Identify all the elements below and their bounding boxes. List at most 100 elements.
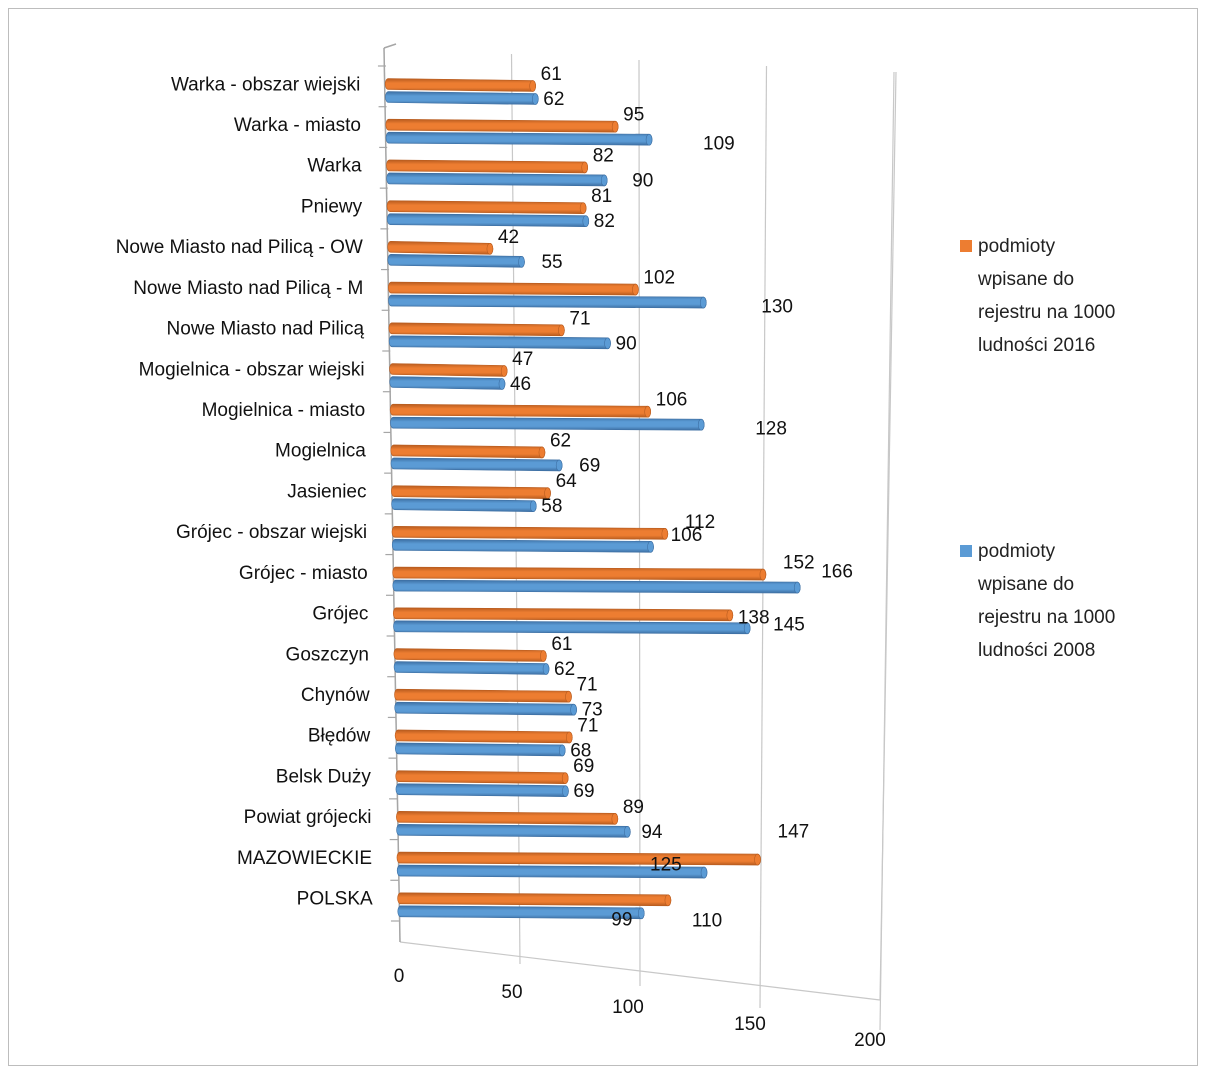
bar-2016 bbox=[387, 241, 494, 255]
data-label-2016: 82 bbox=[593, 145, 614, 166]
bar-2008 bbox=[393, 620, 751, 635]
bar-2016 bbox=[389, 363, 508, 377]
data-label-2008: 94 bbox=[641, 822, 663, 843]
category-label: POLSKA bbox=[297, 889, 373, 910]
data-labels: Warka - obszar wiejski Warka - miasto Wark… bbox=[116, 64, 853, 931]
data-label-2008: 62 bbox=[543, 89, 564, 110]
data-label-2016: 71 bbox=[576, 675, 597, 696]
bar-2008 bbox=[388, 294, 707, 309]
bar-2016 bbox=[393, 648, 547, 662]
bar-2016 bbox=[389, 403, 651, 418]
gridline bbox=[638, 59, 641, 987]
data-label-2016: 62 bbox=[550, 430, 571, 451]
bar-2016 bbox=[396, 851, 761, 866]
category-label: Warka - miasto bbox=[234, 115, 361, 136]
bar-2008 bbox=[396, 824, 631, 838]
x-tick-label: 50 bbox=[501, 982, 522, 1003]
bar-2008 bbox=[390, 416, 705, 431]
category-label: Błędów bbox=[308, 726, 371, 747]
legend-label: rejestru na 1000 bbox=[978, 302, 1115, 323]
bar-2008 bbox=[393, 661, 550, 675]
bar-2008 bbox=[395, 783, 569, 797]
legend-swatch bbox=[960, 545, 972, 557]
data-label-2008: 46 bbox=[510, 374, 531, 395]
bar-2008 bbox=[385, 131, 653, 146]
category-label: Mogielnica bbox=[275, 441, 366, 462]
bar-2016 bbox=[394, 688, 572, 703]
bar-2008 bbox=[389, 376, 506, 390]
gridline bbox=[759, 65, 768, 1009]
data-label-2016: 61 bbox=[551, 634, 572, 655]
data-label-2016: 81 bbox=[591, 186, 612, 207]
category-label: Warka - obszar wiejski bbox=[171, 74, 360, 95]
x-tick-label: 100 bbox=[612, 997, 644, 1018]
bar-2016 bbox=[390, 444, 546, 459]
bar-2008 bbox=[391, 498, 537, 512]
data-label-2008: 62 bbox=[554, 659, 575, 680]
data-label-2008: 109 bbox=[703, 134, 735, 155]
y-axis-cap bbox=[383, 43, 397, 49]
category-label: Warka bbox=[307, 156, 362, 177]
category-label: Grójec - miasto bbox=[239, 563, 368, 584]
data-label-2008: 90 bbox=[616, 333, 637, 354]
legend-label: ludności 2008 bbox=[978, 640, 1095, 661]
bar-2008 bbox=[397, 905, 645, 920]
gridline bbox=[879, 71, 897, 1001]
data-label-2016: 102 bbox=[643, 268, 675, 289]
bar-2016 bbox=[396, 811, 619, 825]
category-label: Belsk Duży bbox=[276, 766, 372, 787]
category-label: Goszczyn bbox=[286, 644, 369, 665]
floor-line bbox=[399, 941, 881, 1001]
data-label-2016: 138 bbox=[738, 607, 770, 628]
category-label: Chynów bbox=[301, 685, 370, 706]
data-label-2008: 69 bbox=[573, 781, 594, 802]
bar-2016 bbox=[393, 607, 734, 622]
bar-2016 bbox=[391, 485, 551, 499]
x-tick-label: 200 bbox=[854, 1030, 886, 1051]
category-label: Jasieniec bbox=[287, 481, 366, 502]
data-label-2008: 128 bbox=[755, 419, 787, 440]
x-tick-label: 0 bbox=[394, 966, 405, 987]
data-label-2008: 58 bbox=[541, 496, 562, 517]
legend: podmioty wpisane do rejestru na 1000 ludnoś… bbox=[960, 236, 1115, 661]
bar-2008 bbox=[385, 91, 539, 105]
data-label-2016: 106 bbox=[656, 390, 688, 411]
data-label-2016: 61 bbox=[541, 64, 562, 85]
legend-label: wpisane do bbox=[977, 574, 1074, 595]
category-label: Mogielnica - obszar wiejski bbox=[139, 359, 365, 380]
data-label-2008: 130 bbox=[761, 297, 793, 318]
data-label-2016: 147 bbox=[778, 822, 810, 843]
data-label-2016: 89 bbox=[623, 797, 644, 818]
bar-2008 bbox=[395, 742, 566, 757]
bar-2016 bbox=[394, 729, 573, 744]
category-label: Powiat grójecki bbox=[244, 807, 372, 828]
bar-2016 bbox=[386, 200, 587, 214]
data-label-2008: 125 bbox=[650, 855, 682, 876]
bar-2016 bbox=[392, 566, 767, 581]
data-label-2016: 110 bbox=[692, 910, 722, 931]
data-label-2008: 82 bbox=[594, 211, 615, 232]
category-label: Grójec - obszar wiejski bbox=[176, 522, 367, 543]
data-label-2016: 71 bbox=[577, 715, 598, 736]
bar-2008 bbox=[396, 864, 708, 879]
bar-2008 bbox=[386, 172, 608, 187]
bar-2016 bbox=[395, 770, 569, 784]
category-label: Nowe Miasto nad Pilicą - OW bbox=[116, 237, 363, 258]
data-label-2016: 64 bbox=[556, 471, 578, 492]
legend-label: rejestru na 1000 bbox=[978, 607, 1115, 628]
bar-2016 bbox=[385, 118, 619, 133]
data-label-2008: 106 bbox=[671, 525, 703, 546]
x-tick-label: 150 bbox=[734, 1014, 766, 1035]
data-label-2008: 99 bbox=[611, 909, 632, 930]
legend-label: wpisane do bbox=[977, 269, 1074, 290]
bar-2008 bbox=[387, 254, 525, 268]
category-label: MAZOWIECKIE bbox=[237, 848, 372, 869]
data-label-2016: 152 bbox=[783, 553, 815, 574]
data-label-2008: 90 bbox=[632, 170, 653, 191]
data-label-2016: 47 bbox=[512, 349, 533, 370]
legend-label: podmioty bbox=[978, 236, 1056, 257]
bar-2016 bbox=[388, 322, 565, 337]
bar-2008 bbox=[394, 701, 577, 716]
legend-label: podmioty bbox=[978, 541, 1056, 562]
